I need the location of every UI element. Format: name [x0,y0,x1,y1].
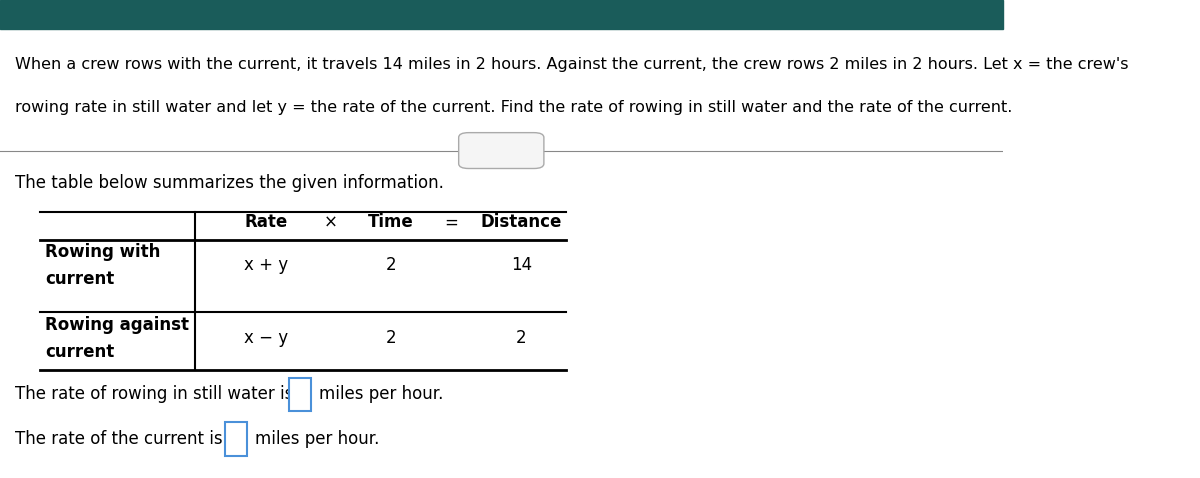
Text: current: current [46,270,114,288]
Text: When a crew rows with the current, it travels 14 miles in 2 hours. Against the c: When a crew rows with the current, it tr… [16,57,1128,72]
Text: miles per hour.: miles per hour. [254,430,379,448]
Bar [0,0,1002,29]
Text: The rate of the current is: The rate of the current is [16,430,223,448]
Text: =: = [444,213,458,231]
Text: 14: 14 [511,256,532,274]
FancyBboxPatch shape [289,378,311,411]
Text: Rate: Rate [244,213,287,231]
Text: Distance: Distance [481,213,562,231]
Text: Time: Time [368,213,414,231]
Text: x − y: x − y [244,329,288,348]
Text: 2: 2 [385,329,396,348]
Text: The table below summarizes the given information.: The table below summarizes the given inf… [16,174,444,193]
Text: 2: 2 [516,329,527,348]
FancyBboxPatch shape [458,132,544,168]
Text: 2: 2 [385,256,396,274]
Text: x + y: x + y [244,256,288,274]
Text: current: current [46,343,114,361]
Text: ×: × [324,213,337,231]
Text: miles per hour.: miles per hour. [319,385,443,403]
Text: . . . . .: . . . . . [487,146,515,155]
Text: rowing rate in still water and let y = the rate of the current. Find the rate of: rowing rate in still water and let y = t… [16,100,1013,115]
FancyBboxPatch shape [224,422,247,456]
Text: Rowing against: Rowing against [46,316,190,334]
Text: Rowing with: Rowing with [46,243,161,261]
Text: The rate of rowing in still water is: The rate of rowing in still water is [16,385,294,403]
